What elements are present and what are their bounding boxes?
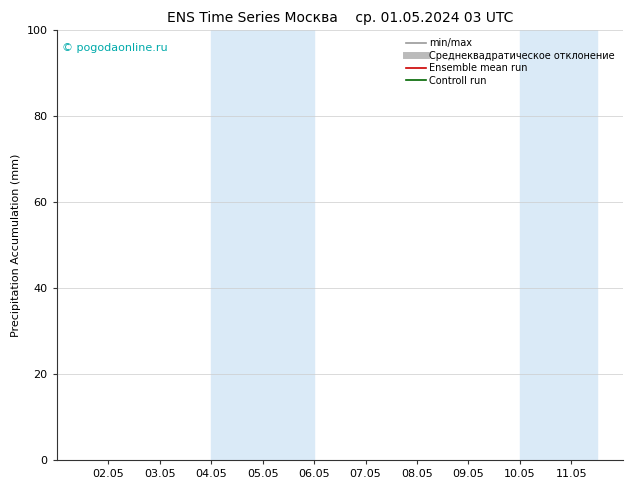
Text: © pogodaonline.ru: © pogodaonline.ru <box>62 43 168 53</box>
Bar <box>211 30 314 460</box>
Bar <box>520 30 597 460</box>
Y-axis label: Precipitation Accumulation (mm): Precipitation Accumulation (mm) <box>11 153 21 337</box>
Title: ENS Time Series Москва    ср. 01.05.2024 03 UTC: ENS Time Series Москва ср. 01.05.2024 03… <box>167 11 513 25</box>
Legend: min/max, Среднеквадратическое отклонение, Ensemble mean run, Controll run: min/max, Среднеквадратическое отклонение… <box>403 35 618 88</box>
